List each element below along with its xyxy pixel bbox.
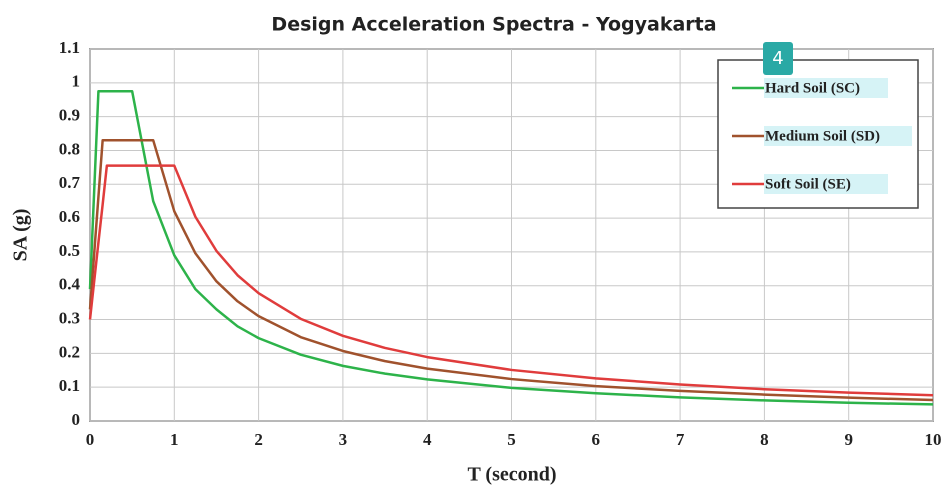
x-tick-label: 6: [592, 430, 601, 449]
y-tick-label: 0.9: [59, 106, 80, 125]
x-tick-label: 1: [170, 430, 179, 449]
y-tick-label: 0.8: [59, 139, 80, 158]
legend-label: Hard Soil (SC): [765, 80, 860, 96]
y-tick-label: 0.4: [59, 275, 81, 294]
x-tick-label: 5: [507, 430, 516, 449]
y-axis-label: SA (g): [10, 209, 32, 262]
legend-label: Soft Soil (SE): [765, 176, 851, 192]
badge: [763, 42, 793, 75]
legend-label: Medium Soil (SD): [765, 128, 880, 144]
legend: Hard Soil (SC) Medium Soil (SD) Soft Soil …: [717, 59, 919, 209]
y-tick-label: 0.6: [59, 207, 80, 226]
badge-label: 4: [772, 48, 783, 69]
y-tick-label: 0.3: [59, 308, 80, 327]
y-tick-label: 0.5: [59, 241, 80, 260]
legend-highlight: [764, 126, 912, 146]
x-tick-label: 0: [86, 430, 95, 449]
x-tick-label: 9: [844, 430, 853, 449]
x-tick-label: 2: [254, 430, 263, 449]
y-tick-label: 0.7: [59, 173, 81, 192]
y-tick-label: 0.2: [59, 342, 80, 361]
series-line: [88, 164, 934, 397]
series-line: [88, 90, 934, 406]
legend-highlight: [764, 78, 888, 98]
y-tick-label: 0.1: [59, 376, 80, 395]
x-tick-label: 3: [339, 430, 348, 449]
x-tick-label: 4: [423, 430, 432, 449]
x-tick-label: 7: [676, 430, 685, 449]
legend-highlight: [764, 174, 888, 194]
x-axis-label: T (second): [467, 464, 556, 486]
chart-title: Design Acceleration Spectra - Yogyakarta: [271, 14, 716, 36]
x-tick-label: 10: [925, 430, 942, 449]
y-tick-label: 0: [72, 410, 81, 429]
series-line: [88, 139, 934, 402]
y-tick-label: 1: [72, 72, 81, 91]
y-tick-label: 1.1: [59, 38, 80, 57]
x-tick-label: 8: [760, 430, 769, 449]
